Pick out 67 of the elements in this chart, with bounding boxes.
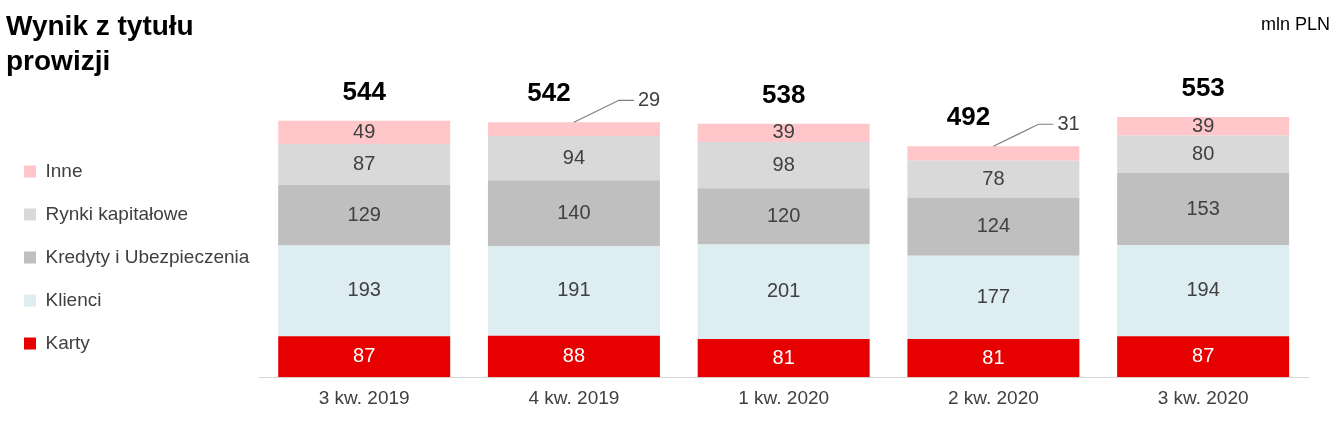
bar bbox=[487, 180, 660, 246]
data-label: 120 bbox=[766, 203, 801, 226]
chart-title: Wynik z tytułu prowizji bbox=[6, 9, 195, 78]
data-label: 81 bbox=[982, 345, 1005, 368]
data-label: 78 bbox=[982, 166, 1005, 189]
bar bbox=[1117, 245, 1290, 337]
legend-label: Kredyty i Ubezpieczenia bbox=[45, 245, 250, 267]
legend-label: Inne bbox=[45, 159, 83, 181]
data-label: 49 bbox=[353, 119, 376, 142]
data-label: 88 bbox=[562, 344, 586, 367]
bar bbox=[487, 122, 660, 136]
data-label: 140 bbox=[557, 200, 591, 223]
data-label: 80 bbox=[1192, 141, 1215, 164]
total-label: 544 bbox=[342, 76, 387, 107]
bar bbox=[1117, 336, 1290, 378]
x-tick-label: 3 kw. 2019 bbox=[318, 386, 410, 408]
x-tick-label: 1 kw. 2020 bbox=[738, 386, 830, 408]
x-tick-label: 2 kw. 2020 bbox=[947, 386, 1039, 408]
legend-label: Klienci bbox=[45, 288, 102, 310]
bar bbox=[907, 146, 1080, 161]
data-label: 193 bbox=[347, 278, 381, 301]
bar bbox=[697, 142, 870, 189]
text: mln PLN bbox=[1260, 14, 1330, 35]
bar bbox=[278, 336, 451, 378]
legend-label: Rynki kapitałowe bbox=[45, 202, 189, 224]
bar bbox=[487, 135, 660, 181]
data-label: 81 bbox=[772, 345, 795, 368]
legend-label: Karty bbox=[45, 331, 91, 353]
data-label: 153 bbox=[1186, 196, 1220, 219]
bar bbox=[278, 184, 451, 246]
bar bbox=[697, 123, 870, 143]
bar bbox=[697, 244, 870, 340]
bar bbox=[697, 339, 870, 378]
data-label: 98 bbox=[772, 152, 795, 175]
data-label: 39 bbox=[1192, 113, 1215, 136]
bar bbox=[278, 120, 451, 144]
bar bbox=[907, 197, 1080, 256]
data-label: 177 bbox=[976, 284, 1011, 307]
data-label: 87 bbox=[353, 344, 376, 367]
bar bbox=[907, 339, 1080, 378]
bar bbox=[907, 160, 1080, 198]
total-label: 542 bbox=[527, 77, 571, 108]
data-label: 94 bbox=[562, 145, 586, 168]
data-label: 194 bbox=[1186, 278, 1220, 301]
data-label: 39 bbox=[772, 120, 795, 143]
data-label: 124 bbox=[976, 214, 1011, 237]
data-label: 31 bbox=[1057, 111, 1080, 134]
data-label: 129 bbox=[347, 202, 381, 225]
bar bbox=[278, 143, 451, 185]
data-label: 29 bbox=[637, 87, 661, 110]
data-label: 87 bbox=[353, 151, 376, 174]
data-label: 201 bbox=[766, 279, 801, 302]
data-label: 87 bbox=[1192, 344, 1215, 367]
total-label: 553 bbox=[1181, 72, 1225, 103]
x-tick-label: 3 kw. 2020 bbox=[1157, 386, 1249, 408]
data-label: 191 bbox=[557, 278, 591, 301]
bar bbox=[487, 245, 660, 336]
bar bbox=[697, 188, 870, 245]
bar bbox=[1117, 135, 1290, 174]
bar bbox=[1117, 173, 1290, 246]
bar bbox=[1117, 117, 1290, 136]
total-label: 538 bbox=[761, 78, 806, 109]
bar bbox=[487, 335, 660, 378]
total-label: 492 bbox=[946, 101, 991, 132]
bar bbox=[278, 245, 451, 337]
x-tick-label: 4 kw. 2019 bbox=[528, 386, 620, 408]
bar bbox=[907, 255, 1080, 340]
